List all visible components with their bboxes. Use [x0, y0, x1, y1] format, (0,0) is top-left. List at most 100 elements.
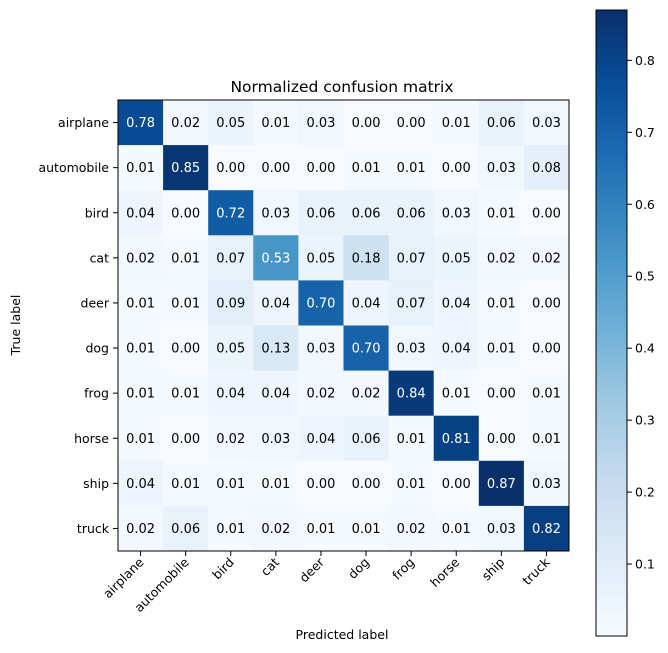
cell-value-label: 0.13 [261, 342, 290, 357]
heatmap-cell [478, 460, 525, 507]
x-tick-label: truck [519, 554, 553, 588]
heatmap-cell [433, 100, 480, 146]
x-tick-label: dog [345, 555, 372, 582]
cell-value-label: 0.04 [126, 477, 155, 492]
colorbar-tick-label: 0.4 [635, 341, 655, 356]
y-tick-label: automobile [38, 160, 109, 175]
cell-value-label: 0.02 [352, 387, 381, 402]
y-axis-ticks: airplane automobile bird cat deer dog frog hors… [38, 115, 118, 536]
cell-value-label: 0.03 [532, 116, 561, 131]
heatmap-cell [118, 100, 164, 146]
heatmap-cell [253, 370, 299, 417]
cell-value-label: 0.01 [216, 477, 245, 492]
heatmap-cell [298, 370, 344, 417]
cell-value-label: 0.04 [261, 387, 290, 402]
cell-value-label: 0.18 [352, 251, 381, 266]
cell-value-label: 0.02 [532, 251, 561, 266]
cell-value-label: 0.02 [487, 251, 516, 266]
cell-value-label: 0.00 [306, 161, 335, 176]
colorbar-tick-label: 0.6 [635, 197, 655, 212]
cell-value-label: 0.00 [306, 477, 335, 492]
cell-value-label: 0.04 [306, 432, 335, 447]
cell-value-label: 0.53 [261, 251, 290, 266]
heatmap-cell [523, 505, 570, 552]
heatmap-cell [523, 145, 570, 191]
x-tick-label: deer [296, 554, 327, 585]
y-tick-label: cat [90, 250, 110, 265]
heatmap-cell [388, 370, 435, 417]
heatmap-cell [523, 325, 570, 371]
heatmap-cell [343, 325, 389, 371]
heatmap-cell [478, 370, 525, 417]
heatmap-cell [478, 415, 525, 462]
heatmap-cell [163, 415, 209, 462]
cell-value-label: 0.01 [171, 251, 200, 266]
heatmap-cell-labels: 0.78 0.02 0.05 0.01 0.03 0.00 0.00 0.01 0.06 0.03… [126, 116, 561, 537]
cell-value-label: 0.81 [442, 432, 471, 447]
cell-value-label: 0.06 [352, 206, 381, 221]
cell-value-label: 0.01 [487, 342, 516, 357]
cell-value-label: 0.03 [442, 206, 471, 221]
heatmap-cell [343, 370, 389, 417]
cell-value-label: 0.00 [216, 161, 245, 176]
y-tick-label: bird [85, 205, 109, 220]
heatmap-cell [253, 280, 299, 326]
heatmap-cell [298, 280, 344, 326]
heatmap-cell [478, 325, 525, 371]
heatmap-cell [208, 370, 254, 417]
cell-value-label: 0.05 [216, 116, 245, 131]
heatmap-cell [523, 100, 570, 146]
heatmap-cell [208, 325, 254, 371]
heatmap-cell [523, 235, 570, 281]
heatmap-cell [298, 415, 344, 462]
heatmap-cell [208, 280, 254, 326]
heatmap-cell [163, 325, 209, 371]
heatmap-cell [118, 235, 164, 281]
cell-value-label: 0.03 [487, 161, 516, 176]
heatmap-cell [478, 505, 525, 552]
cell-value-label: 0.00 [352, 116, 381, 131]
heatmap-cell [163, 370, 209, 417]
heatmap-cell [523, 370, 570, 417]
cell-value-label: 0.72 [216, 206, 245, 221]
heatmap-cell [433, 325, 480, 371]
heatmap-cell [478, 235, 525, 281]
heatmap-cell [208, 100, 254, 146]
heatmap-cell [118, 370, 164, 417]
cell-value-label: 0.02 [306, 387, 335, 402]
cell-value-label: 0.01 [126, 161, 155, 176]
y-axis-label: True label [8, 295, 23, 357]
cell-value-label: 0.01 [171, 296, 200, 311]
x-tick-label: airplane [100, 554, 147, 601]
heatmap-cell [118, 325, 164, 371]
cell-value-label: 0.00 [487, 432, 516, 447]
heatmap-cell [433, 190, 480, 236]
heatmap-cell [523, 415, 570, 462]
colorbar-tick-label: 0.2 [635, 485, 655, 500]
colorbar [595, 9, 628, 637]
heatmap-cell [163, 505, 209, 552]
cell-value-label: 0.02 [126, 522, 155, 537]
heatmap-cell [523, 280, 570, 326]
cell-value-label: 0.00 [532, 342, 561, 357]
cell-value-label: 0.01 [442, 522, 471, 537]
cell-value-label: 0.01 [126, 342, 155, 357]
heatmap-cell [253, 190, 299, 236]
cell-value-label: 0.04 [352, 296, 381, 311]
cell-value-label: 0.00 [397, 116, 426, 131]
heatmap-cell [253, 415, 299, 462]
heatmap-cell [118, 415, 164, 462]
heatmap-cell [298, 505, 344, 552]
cell-value-label: 0.03 [532, 477, 561, 492]
cell-value-label: 0.06 [171, 522, 200, 537]
cell-value-label: 0.87 [487, 477, 516, 492]
heatmap-cell [388, 100, 435, 146]
cell-value-label: 0.78 [126, 116, 155, 131]
cell-value-label: 0.01 [261, 477, 290, 492]
heatmap-cell [208, 460, 254, 507]
heatmap-cell [388, 460, 435, 507]
colorbar-tick-label: 0.8 [635, 53, 655, 68]
cell-value-label: 0.01 [352, 522, 381, 537]
cell-value-label: 0.03 [306, 342, 335, 357]
cell-value-label: 0.00 [532, 206, 561, 221]
